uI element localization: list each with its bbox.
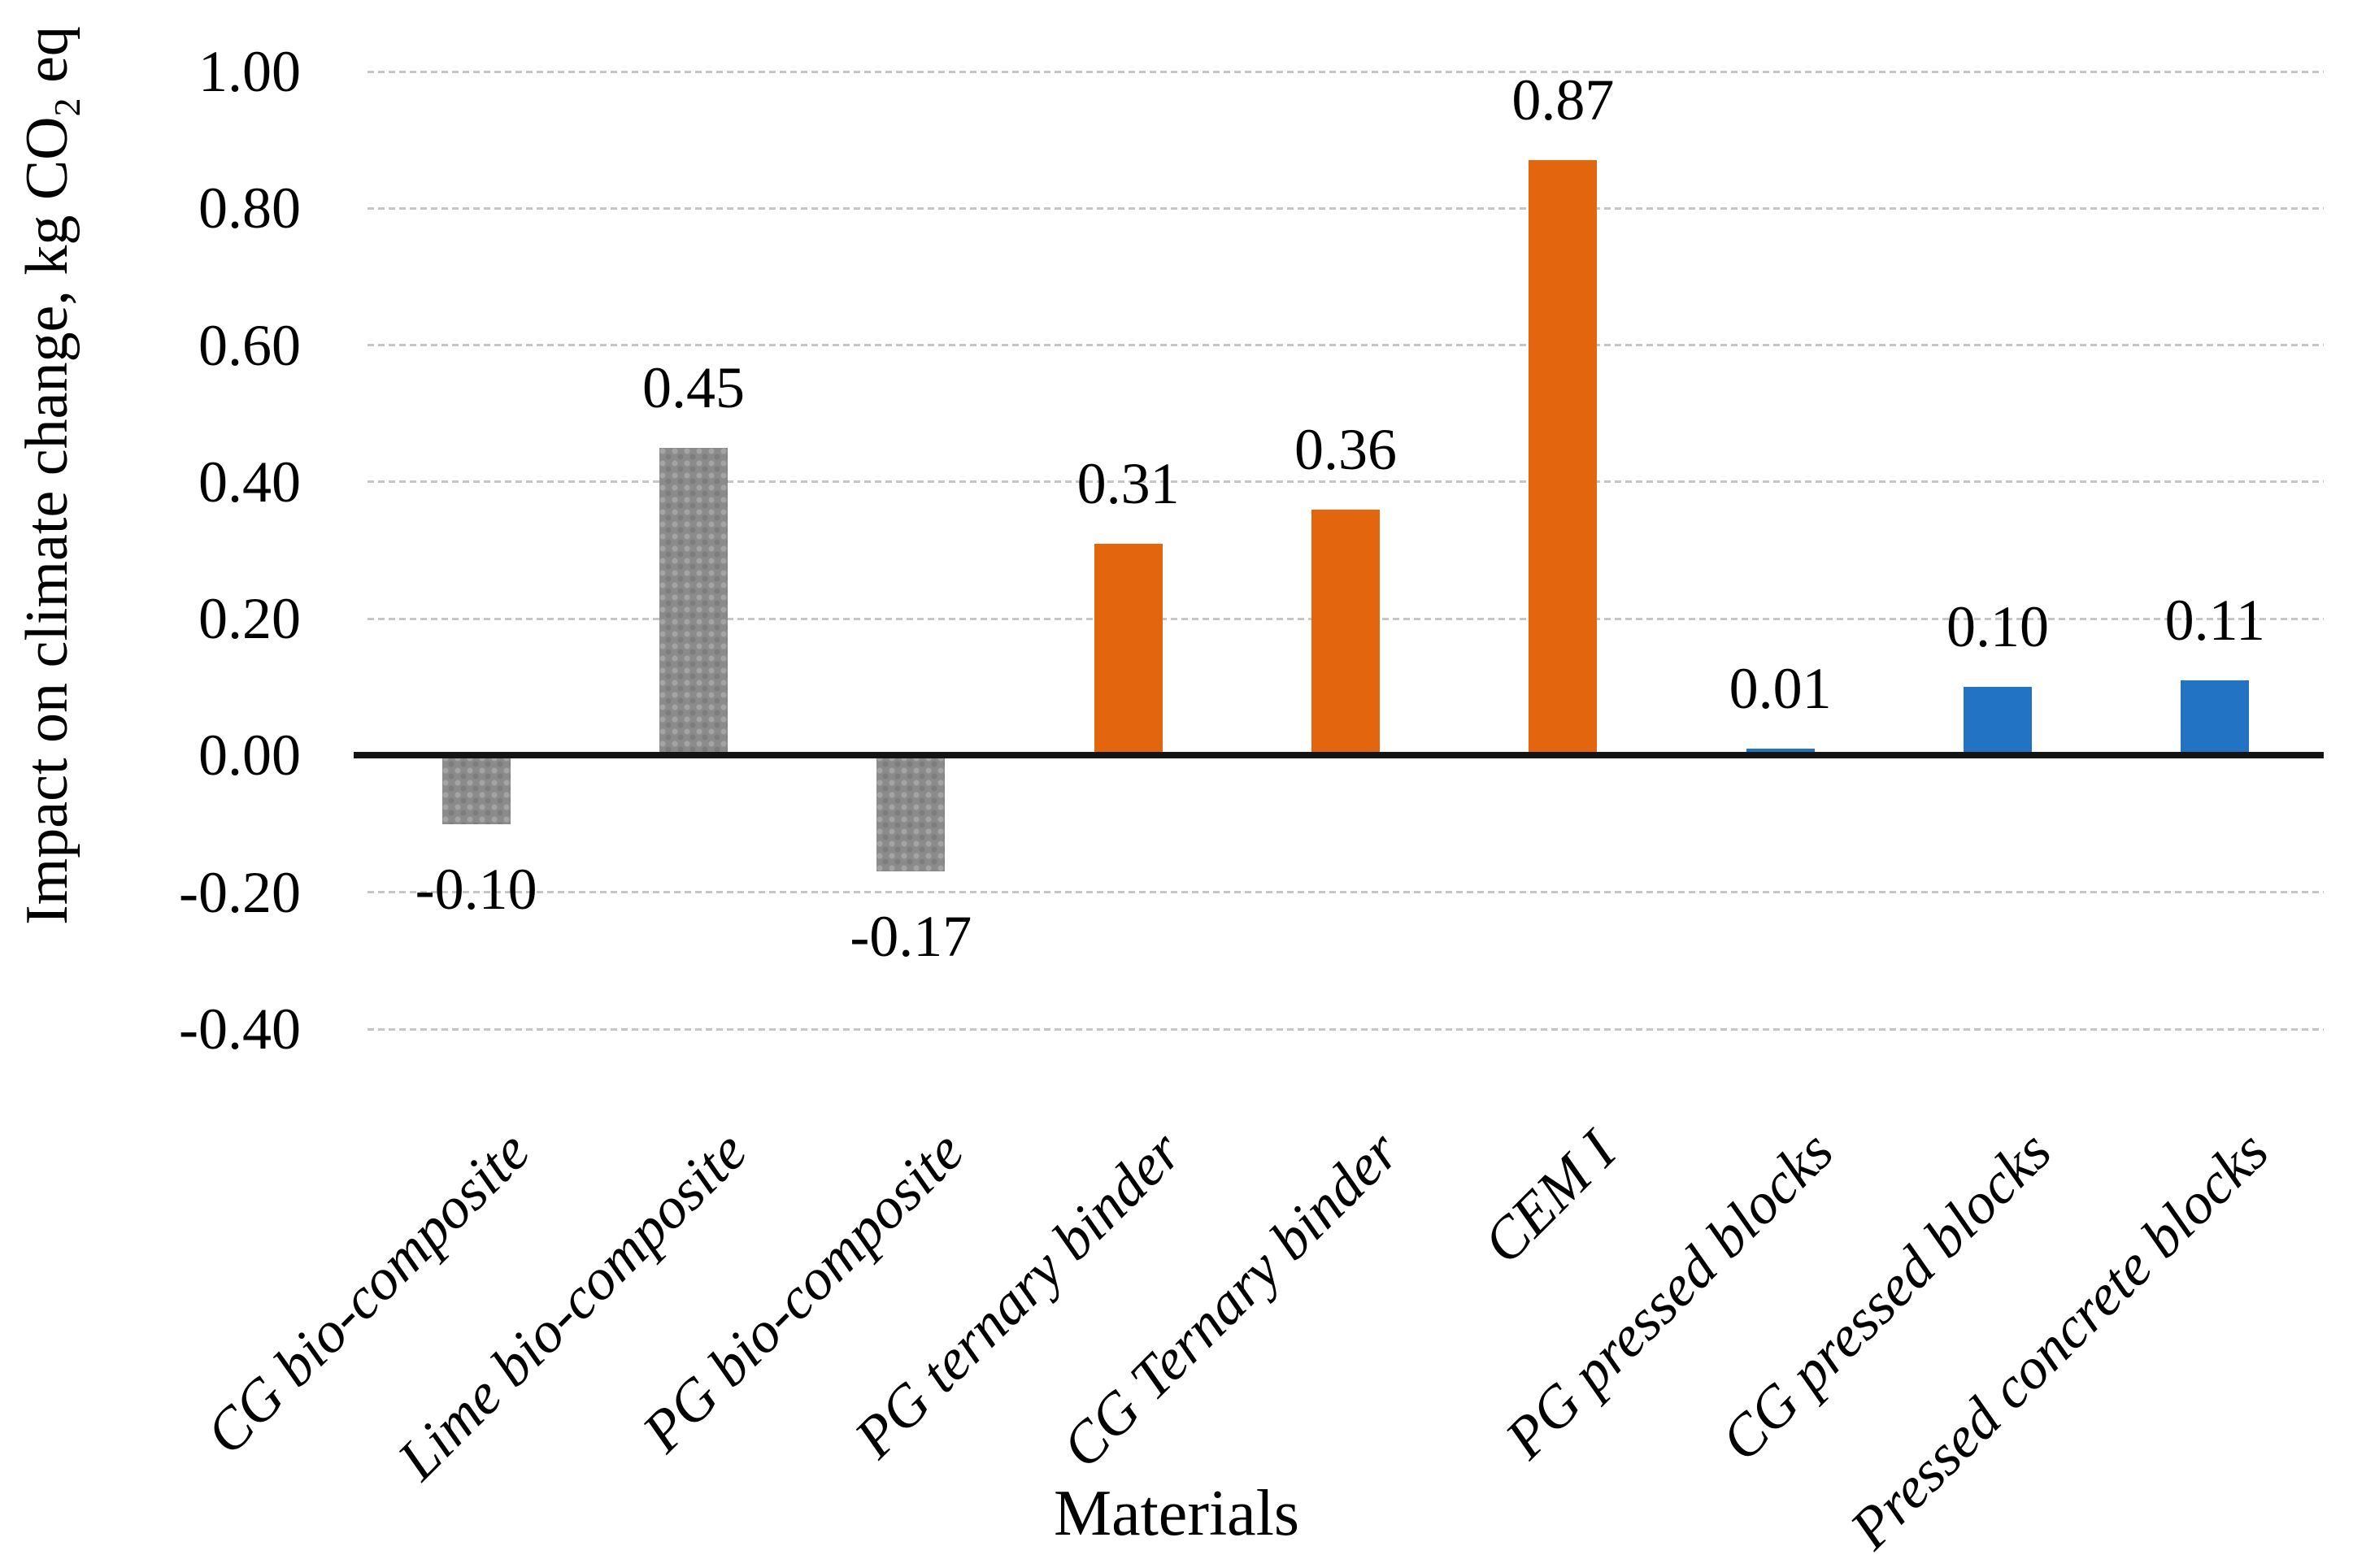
gridline--0.20 <box>368 891 2324 894</box>
data-label-pressed-concrete-blocks: 0.11 <box>2164 587 2265 653</box>
bar-pressed-concrete-blocks <box>2181 680 2250 756</box>
y-tick-label: 0.80 <box>198 176 301 241</box>
y-tick-label: -0.20 <box>179 859 301 925</box>
y-tick-label: -0.40 <box>179 997 301 1062</box>
bar-pg-bio-composite <box>876 755 946 872</box>
data-label-lime-bio-composite: 0.45 <box>642 354 745 420</box>
y-tick-label: 0.40 <box>198 449 301 515</box>
data-label-pg-pressed-blocks: 0.01 <box>1729 656 1832 721</box>
bar-pg-ternary-binder <box>1094 543 1163 756</box>
gridline-0.40 <box>368 480 2324 484</box>
x-axis-title: Materials <box>1053 1478 1300 1549</box>
y-tick-label: 0.20 <box>198 586 301 652</box>
data-label-pg-bio-composite: -0.17 <box>850 904 972 970</box>
y-axis-title-pre: Impact on climate change, kg CO <box>14 116 80 925</box>
bar-cg-pressed-blocks <box>1964 687 2032 756</box>
y-tick-label: 0.00 <box>198 723 301 788</box>
data-label-cg-pressed-blocks: 0.10 <box>1946 594 2049 660</box>
y-tick-label: 0.60 <box>198 312 301 378</box>
y-axis-title-post: eq <box>14 26 80 98</box>
bar-pg-pressed-blocks <box>1746 749 1815 756</box>
bar-cg-ternary-binder <box>1311 509 1380 756</box>
gridline-0.60 <box>368 344 2324 347</box>
data-label-cem-i: 0.87 <box>1511 67 1615 133</box>
data-label-pg-ternary-binder: 0.31 <box>1076 450 1180 516</box>
data-label-cg-ternary-binder: 0.36 <box>1294 416 1397 482</box>
y-tick-label: 1.00 <box>198 39 301 104</box>
x-axis-line <box>354 752 2324 759</box>
y-axis-title: Impact on climate change, kg CO2 eq <box>14 26 88 925</box>
bar-lime-bio-composite <box>659 447 728 756</box>
data-label-cg-bio-composite: -0.10 <box>415 856 537 922</box>
gridline--0.40 <box>368 1027 2324 1031</box>
gridline-1.00 <box>368 70 2324 73</box>
category-label-cem-i: CEM I <box>1471 1118 1629 1276</box>
bar-cem-i <box>1529 160 1598 756</box>
gridline-0.80 <box>368 206 2324 210</box>
bar-cg-bio-composite <box>441 755 511 824</box>
